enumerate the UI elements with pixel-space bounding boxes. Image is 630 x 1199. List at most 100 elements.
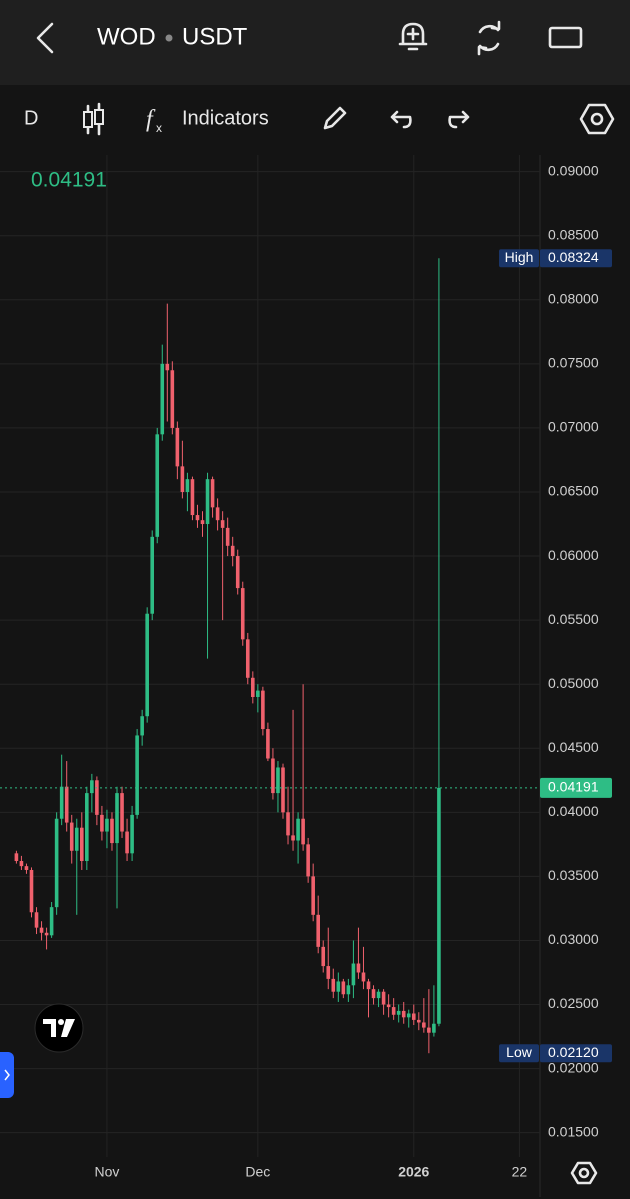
low-tag-label: 0.02120 [548, 1044, 599, 1060]
high-tag-bg [540, 249, 612, 268]
x-tick-label: 2026 [398, 1164, 429, 1180]
interval-button[interactable]: D [24, 107, 38, 129]
candle-body [165, 363, 170, 371]
indicators-button[interactable]: f x Indicators [146, 107, 269, 136]
fullscreen-button[interactable] [548, 26, 583, 49]
y-tick-label: 0.07500 [548, 355, 599, 371]
x-tick-label: 22 [512, 1164, 528, 1180]
y-tick-label: 0.02000 [548, 1059, 599, 1075]
candle-body [230, 545, 235, 557]
y-tick-label: 0.03000 [548, 931, 599, 947]
candle-body [321, 946, 326, 967]
y-tick-label: 0.02500 [548, 995, 599, 1011]
svg-text:f: f [146, 107, 156, 133]
candle-body [316, 914, 320, 947]
candle-body [190, 479, 195, 516]
candle-body [256, 690, 260, 698]
y-tick-label: 0.06500 [548, 483, 599, 499]
y-tick-label: 0.07000 [548, 419, 599, 435]
x-tick-label: Nov [94, 1164, 119, 1180]
back-button[interactable] [36, 22, 54, 54]
candle-body [386, 1004, 391, 1008]
indicators-label[interactable]: Indicators [182, 107, 269, 129]
candle-body [366, 981, 371, 990]
high-tag-label: 0.08324 [548, 249, 599, 265]
candle-body [346, 985, 351, 995]
candle-body [59, 786, 64, 819]
candle-body [406, 1013, 411, 1018]
undo-button[interactable] [390, 110, 412, 129]
candle-body [215, 507, 220, 521]
candle-body [95, 780, 99, 815]
candle-body [110, 818, 114, 844]
svg-text:x: x [156, 121, 162, 135]
y-tick-label: 0.05500 [548, 611, 599, 627]
candle-body [19, 861, 24, 867]
candle-body [200, 520, 205, 525]
top-bar [0, 0, 630, 85]
candle-body [381, 991, 386, 1005]
candle-body [427, 1027, 431, 1033]
current-price: 0.04191 [31, 169, 107, 192]
candle-body [240, 588, 245, 640]
quote: USDT [182, 23, 248, 50]
candle-body [79, 827, 84, 862]
axis-settings-button[interactable] [570, 1161, 598, 1185]
symbol: WOD [97, 23, 156, 50]
candle-body [276, 767, 280, 794]
candle-body [160, 363, 165, 435]
candle-body [311, 876, 315, 915]
y-tick-label: 0.08000 [548, 290, 599, 306]
candle-body [130, 814, 134, 854]
chart-type-button[interactable] [83, 102, 104, 136]
candle-body [437, 787, 441, 1024]
candle-body [417, 1019, 421, 1023]
candle-body [376, 991, 381, 999]
refresh-button[interactable] [477, 20, 501, 56]
settings-button[interactable] [579, 103, 615, 135]
low-tag-name: Low [506, 1044, 533, 1060]
alert-button[interactable] [398, 22, 428, 51]
y-tick-label: 0.08500 [548, 226, 599, 242]
candle-body [391, 1007, 396, 1015]
last-price-label: 0.04191 [548, 779, 599, 795]
high-tag-name: High [505, 249, 534, 265]
candle-body [100, 814, 104, 832]
y-tick-label: 0.06000 [548, 547, 599, 563]
candle-body [24, 866, 29, 870]
tradingview-logo[interactable] [34, 1003, 84, 1053]
candle-body [74, 827, 79, 851]
candle-body [140, 716, 144, 736]
y-tick-label: 0.01500 [548, 1123, 599, 1139]
candle-body [90, 780, 94, 794]
candle-body [286, 812, 290, 836]
side-panel-tab[interactable] [0, 1052, 14, 1098]
candle-body [306, 844, 310, 877]
candle-body [422, 1022, 426, 1028]
candle-body [245, 639, 250, 678]
candle-body [351, 963, 356, 986]
candle-body [281, 767, 285, 813]
y-tick-label: 0.03500 [548, 867, 599, 883]
candle-body [170, 370, 175, 428]
candle-body [411, 1013, 416, 1020]
redo-button[interactable] [448, 110, 470, 129]
candle-body [135, 735, 139, 815]
draw-button[interactable] [323, 106, 347, 130]
candle-body [326, 966, 331, 979]
y-tick-label: 0.04000 [548, 803, 599, 819]
candle-body [85, 793, 89, 862]
separator-dot [165, 34, 173, 42]
candle-body [205, 479, 210, 525]
candle-body [39, 927, 44, 933]
y-tick-label: 0.09000 [548, 162, 599, 178]
candle-body [115, 793, 119, 844]
low-tag-bg [540, 1044, 612, 1063]
candle-body [150, 536, 155, 614]
plot-area: 0.01500 0.02000 0.02500 0.03000 0.03500 0.040… [0, 155, 612, 1197]
candle-body [175, 427, 180, 467]
candle-body [301, 818, 305, 845]
candle-body [14, 853, 19, 862]
candle-body [341, 981, 346, 995]
